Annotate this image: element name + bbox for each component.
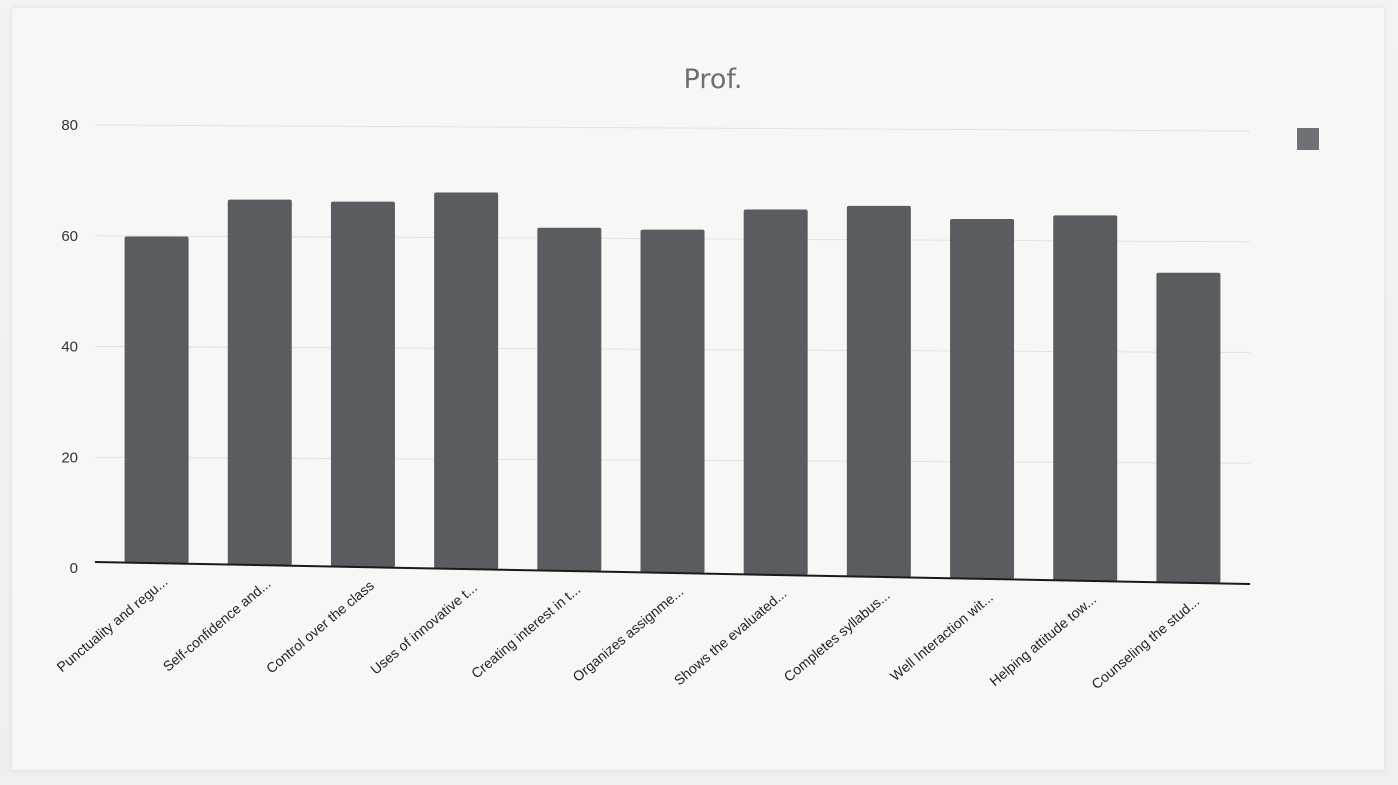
x-tick-label: Uses of innovative t... [367, 579, 480, 677]
bar [330, 201, 395, 568]
x-tick-label: Completes syllabus... [781, 587, 893, 685]
y-tick-label: 0 [70, 560, 78, 577]
bar [743, 209, 808, 575]
x-tick-label: Counseling the stud... [1088, 593, 1202, 692]
bar [1053, 215, 1118, 581]
x-tick-label: Helping attitude tow... [986, 591, 1099, 689]
bar [124, 236, 189, 564]
bar [1156, 272, 1221, 583]
y-tick-labels: 0 20 40 60 80 [61, 117, 78, 577]
x-tick-label: Self-confidence and... [160, 575, 274, 674]
legend [1297, 128, 1319, 150]
x-tick-label: Creating interest in t... [468, 581, 583, 681]
y-tick-label: 60 [61, 228, 78, 245]
x-axis-line [94, 561, 1251, 585]
x-tick-label: Shows the evaluated... [671, 585, 790, 688]
x-tick-label: Well Interaction wit... [887, 589, 996, 684]
bar [434, 192, 499, 570]
gridline [94, 124, 1251, 132]
x-tick-label: Punctuality and regu... [54, 573, 171, 675]
x-tick-label: Organizes assignme... [569, 583, 686, 685]
x-tick-labels: Punctuality and regu...Self-confidence a… [54, 573, 1203, 692]
y-tick-label: 80 [61, 117, 78, 134]
y-tick-label: 40 [61, 339, 78, 356]
bar [846, 205, 911, 577]
legend-swatch [1297, 128, 1319, 150]
bar [227, 199, 292, 566]
x-tick-label: Control over the class [263, 577, 377, 676]
bar [537, 227, 602, 572]
y-tick-label: 20 [61, 449, 78, 466]
chart-title: Prof. [684, 64, 743, 95]
bars [124, 192, 1221, 583]
bar [640, 229, 705, 574]
bar [950, 218, 1015, 579]
